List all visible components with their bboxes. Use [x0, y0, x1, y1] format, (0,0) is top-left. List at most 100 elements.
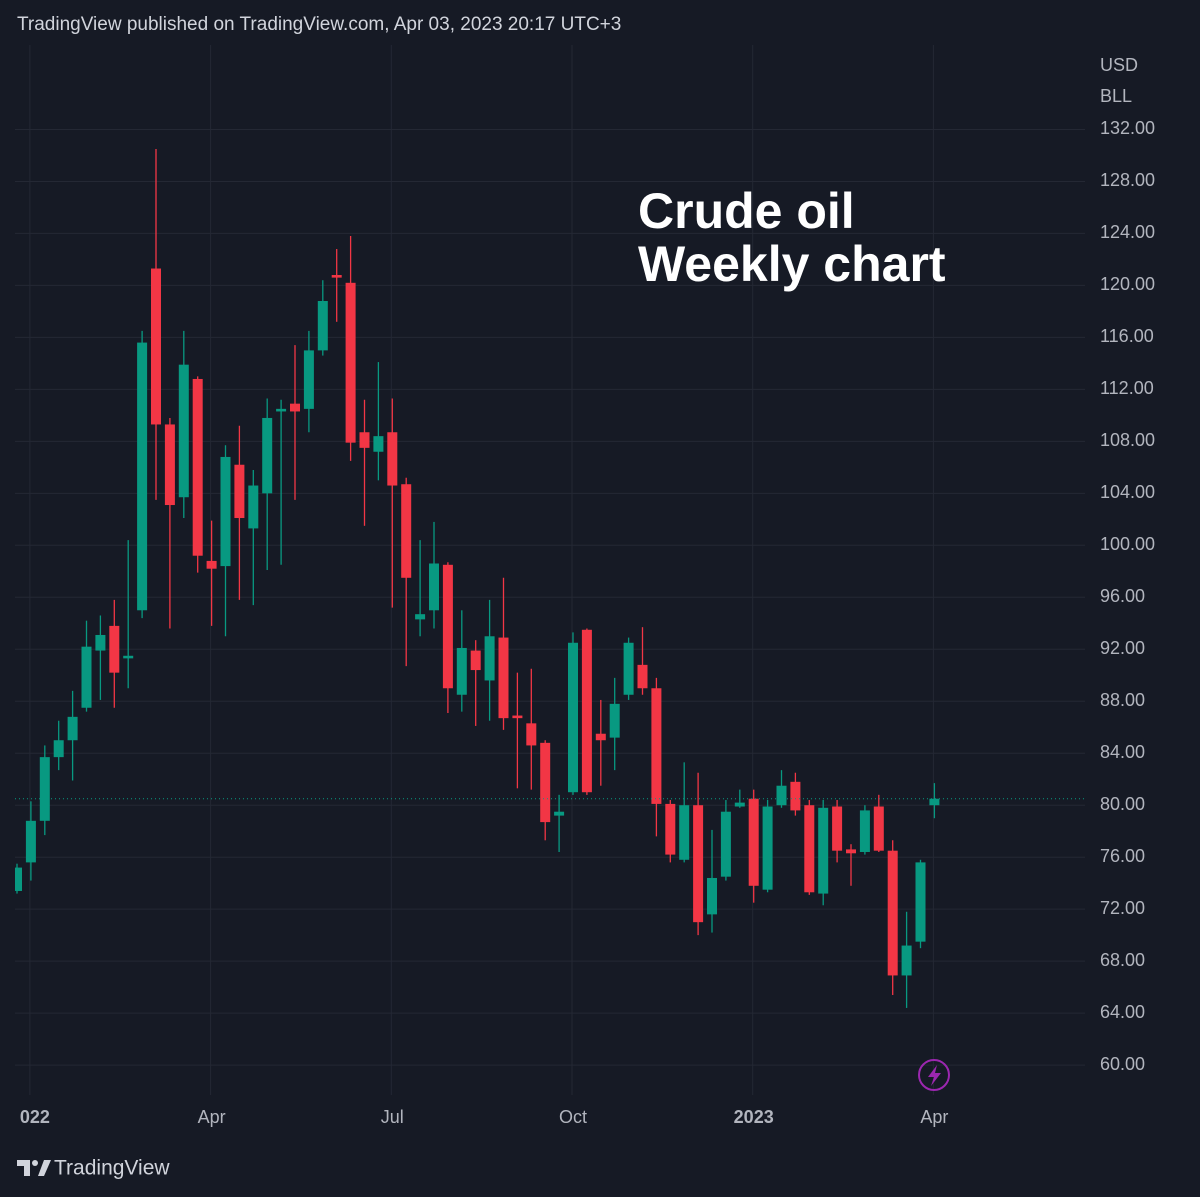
candle-body	[748, 798, 759, 886]
candle-body	[456, 647, 467, 695]
candle-body	[581, 629, 592, 793]
candle-body	[220, 456, 231, 567]
candle-body	[123, 655, 134, 659]
axis-unit: BLL	[1100, 86, 1132, 106]
y-tick-label: 76.00	[1100, 846, 1145, 866]
y-tick-label: 104.00	[1100, 482, 1155, 502]
candle-body	[151, 268, 161, 425]
annotation: Crude oil	[638, 183, 855, 239]
candle-body	[568, 642, 578, 793]
candle-body	[178, 364, 189, 498]
candle-body	[818, 807, 829, 894]
footer-brand: TradingView	[54, 1157, 170, 1180]
candle-body	[470, 650, 481, 671]
y-tick-label: 112.00	[1100, 378, 1154, 398]
candle-body	[415, 614, 426, 620]
candle-body	[651, 688, 662, 804]
candle-body	[859, 810, 870, 852]
x-tick-label: Apr	[920, 1107, 948, 1127]
y-tick-label: 92.00	[1100, 638, 1145, 658]
annotation: Weekly chart	[638, 236, 946, 292]
candle-body	[665, 803, 676, 855]
y-tick-label: 132.00	[1100, 118, 1155, 138]
candle-body	[137, 342, 148, 611]
candle-body	[484, 636, 495, 681]
y-tick-label: 96.00	[1100, 586, 1145, 606]
logo	[17, 1160, 51, 1176]
x-tick-label: 022	[20, 1107, 50, 1127]
candle-body	[373, 436, 384, 452]
x-tick-label: Jul	[381, 1107, 404, 1127]
candle-body	[776, 785, 787, 806]
candle-body	[915, 862, 926, 942]
candle-body	[15, 867, 22, 891]
candle-body	[192, 378, 203, 556]
candle-body	[679, 805, 690, 860]
candle-body	[595, 733, 606, 741]
candle-body	[95, 634, 106, 651]
candle-body	[290, 403, 300, 412]
candle-body	[901, 945, 912, 976]
candle-body	[832, 806, 843, 851]
candle-body	[81, 646, 92, 708]
candle-body	[540, 742, 551, 823]
candle-body	[429, 563, 439, 611]
y-tick-label: 60.00	[1100, 1054, 1145, 1074]
candle-body	[234, 464, 245, 519]
y-tick-label: 124.00	[1100, 222, 1155, 242]
candle-body	[623, 642, 634, 695]
candle-body	[401, 484, 412, 578]
candle-body	[359, 432, 370, 448]
y-tick-label: 72.00	[1100, 898, 1145, 918]
y-tick-label: 100.00	[1100, 534, 1155, 554]
candle-body	[929, 798, 940, 806]
candle-body	[637, 664, 648, 689]
y-tick-label: 128.00	[1100, 170, 1155, 190]
candle-body	[317, 301, 328, 351]
candle-body	[345, 282, 356, 443]
candle-body	[276, 408, 287, 412]
y-tick-label: 108.00	[1100, 430, 1155, 450]
header: TradingView published on TradingView.com…	[17, 14, 621, 35]
alert-icon[interactable]	[918, 1059, 950, 1091]
candle-body	[109, 625, 120, 673]
candle-body	[498, 637, 509, 719]
candle-body	[609, 703, 620, 738]
candle-body	[25, 820, 36, 863]
candle-body	[846, 849, 856, 854]
y-tick-label: 116.00	[1100, 326, 1154, 346]
candle-body	[790, 781, 801, 811]
y-tick-label: 80.00	[1100, 794, 1145, 814]
candle-body	[873, 806, 884, 851]
y-tick-label: 120.00	[1100, 274, 1155, 294]
y-tick-label: 84.00	[1100, 742, 1145, 762]
candle-body	[248, 485, 259, 529]
candle-body	[762, 806, 773, 890]
y-tick-label: 64.00	[1100, 1002, 1145, 1022]
x-tick-label: 2023	[734, 1107, 774, 1127]
candle-body	[164, 424, 175, 506]
x-tick-label: Apr	[198, 1107, 226, 1127]
candle-body	[693, 805, 704, 923]
candle-body	[206, 560, 217, 569]
candle-body	[442, 564, 453, 689]
candle-body	[53, 740, 64, 758]
candle-body	[387, 432, 398, 486]
x-tick-label: Oct	[559, 1107, 587, 1127]
candle-body	[262, 417, 273, 494]
candle-body	[303, 350, 314, 409]
candle-body	[554, 811, 565, 816]
y-tick-label: 68.00	[1100, 950, 1145, 970]
candle-body	[734, 802, 745, 807]
candle-body	[67, 716, 78, 741]
candle-body	[707, 877, 717, 915]
candles	[15, 148, 1085, 1008]
candle-body	[331, 275, 342, 278]
axis-unit: USD	[1100, 55, 1138, 75]
y-tick-label: 88.00	[1100, 690, 1145, 710]
candle-body	[512, 715, 523, 719]
candle-body	[887, 850, 898, 976]
